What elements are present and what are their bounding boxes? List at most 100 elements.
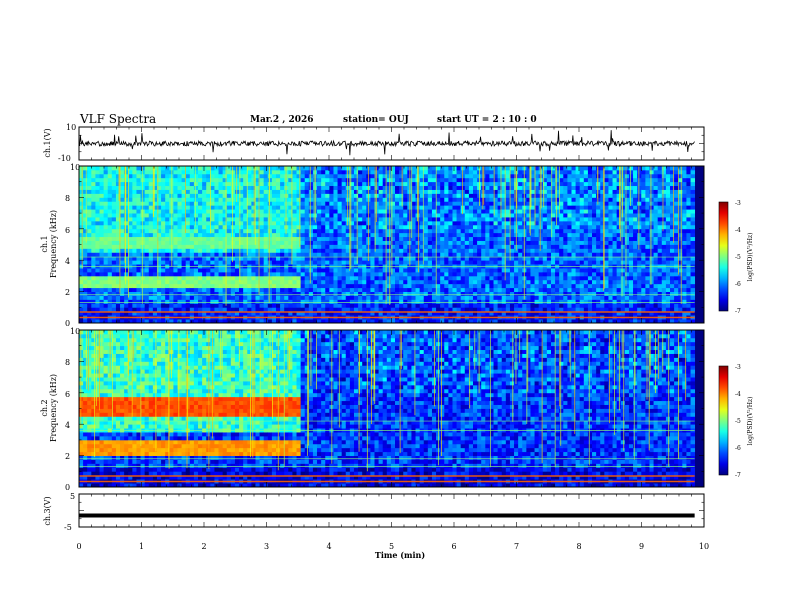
spectrogram-cell <box>83 193 88 198</box>
spectrogram-cell <box>493 279 499 285</box>
spectrogram-cell <box>427 248 433 253</box>
spectrogram-cell <box>115 268 121 273</box>
spectrogram-cell <box>95 252 100 257</box>
spectrogram-cell <box>456 307 462 312</box>
spectrogram-cell <box>308 319 314 324</box>
spectrogram-cell <box>378 295 384 300</box>
spectrogram-cell <box>571 279 576 285</box>
spectrogram-cell <box>456 275 462 281</box>
spectrogram-cell <box>555 224 560 230</box>
spectrogram-cell <box>124 287 129 293</box>
spectrogram-cell <box>378 271 384 277</box>
spectrogram-cell <box>99 166 105 171</box>
spectrogram-cell <box>493 275 499 281</box>
spectrogram-cell <box>292 220 297 226</box>
spectrogram-cell <box>177 303 182 308</box>
spectrogram-cell <box>111 213 117 218</box>
spectrogram-cell <box>91 271 96 277</box>
spectrogram-cell <box>337 252 343 257</box>
spectrogram-cell <box>534 236 540 241</box>
spectrogram-cell <box>230 189 236 194</box>
spectrogram-cell <box>431 224 437 230</box>
spectrogram-cell <box>234 244 240 249</box>
spectrogram-cell <box>452 279 457 285</box>
spectrogram-cell <box>382 256 388 261</box>
spectrogram-cell <box>358 185 363 190</box>
spectrogram-cell <box>382 224 388 230</box>
spectrogram-cell <box>559 173 564 179</box>
spectrogram-cell <box>83 169 88 175</box>
spectrogram-cell <box>222 217 228 222</box>
spectrogram-cell <box>485 283 490 289</box>
spectrogram-cell <box>473 213 478 218</box>
spectrogram-cell <box>87 299 92 304</box>
spectrogram-cell <box>431 244 437 249</box>
spectrogram-cell <box>550 271 556 277</box>
spectrogram-cell <box>333 307 338 312</box>
spectrogram-cell <box>349 311 355 316</box>
spectrogram-cell <box>468 244 474 249</box>
spectrogram-cell <box>505 307 511 312</box>
spectrogram-cell <box>411 209 416 214</box>
spectrogram-cell <box>464 173 470 179</box>
spectrogram-cell <box>411 181 416 187</box>
spectrogram-cell <box>218 169 224 175</box>
spectrogram-cell <box>493 252 499 257</box>
spectrogram-cell <box>333 271 338 277</box>
spectrogram-cell <box>452 256 457 261</box>
spectrogram-cell <box>505 173 511 179</box>
spectrogram-cell <box>296 169 302 175</box>
spectrogram-cell <box>485 244 490 249</box>
spectrogram-cell <box>87 189 92 194</box>
spectrogram-cell <box>567 220 572 226</box>
spectrogram-cell <box>218 173 224 179</box>
spectrogram-cell <box>419 205 425 210</box>
spectrogram-cell <box>300 248 306 253</box>
spectrogram-cell <box>550 260 556 265</box>
spectrogram-cell <box>185 307 191 312</box>
spectrogram-cell <box>177 220 182 226</box>
spectrogram-cell <box>559 260 564 265</box>
spectrogram-cell <box>202 252 207 257</box>
spectrogram-cell <box>419 319 425 324</box>
spectrogram-cell <box>218 295 224 300</box>
spectrogram-cell <box>382 307 388 312</box>
spectrogram-cell <box>259 275 265 281</box>
spectrogram-cell <box>534 271 540 277</box>
spectrogram-cell <box>526 193 531 198</box>
spectrogram-cell <box>440 244 445 249</box>
spectrogram-cell <box>218 299 224 304</box>
spectrogram-cell <box>559 307 564 312</box>
spectrogram-cell <box>370 311 375 316</box>
spectrogram-cell <box>427 209 433 214</box>
spectrogram-cell <box>448 181 453 187</box>
spectrogram-cell <box>386 213 392 218</box>
spectrogram-cell <box>349 201 355 206</box>
spectrogram-cell <box>87 248 92 253</box>
spectrogram-cell <box>353 271 359 277</box>
spectrogram-cell <box>341 311 347 316</box>
spectrogram-cell <box>267 209 273 214</box>
spectrogram-cell <box>497 185 503 190</box>
spectrogram-cell <box>276 279 281 285</box>
spectrogram-cell <box>259 299 265 304</box>
spectrogram-cell <box>550 303 556 308</box>
spectrogram-cell <box>161 177 166 183</box>
spectrogram-cell <box>321 291 326 296</box>
spectrogram-cell <box>333 299 338 304</box>
spectrogram-cell <box>546 244 552 249</box>
spectrogram-cell <box>390 299 396 304</box>
spectrogram-cell <box>177 181 182 187</box>
spectrogram-cell <box>555 248 560 253</box>
spectrogram-cell <box>132 307 137 312</box>
spectrogram-cell <box>312 205 318 210</box>
spectrogram-cell <box>534 252 540 257</box>
spectrogram-cell <box>333 220 338 226</box>
spectrogram-cell <box>427 189 433 194</box>
spectrogram-cell <box>382 244 388 249</box>
spectrogram-cell <box>563 252 568 257</box>
spectrogram-cell <box>337 209 343 214</box>
spectrogram-cell <box>124 275 129 281</box>
spectrogram-cell <box>436 236 441 241</box>
spectrogram-cell <box>448 177 453 183</box>
